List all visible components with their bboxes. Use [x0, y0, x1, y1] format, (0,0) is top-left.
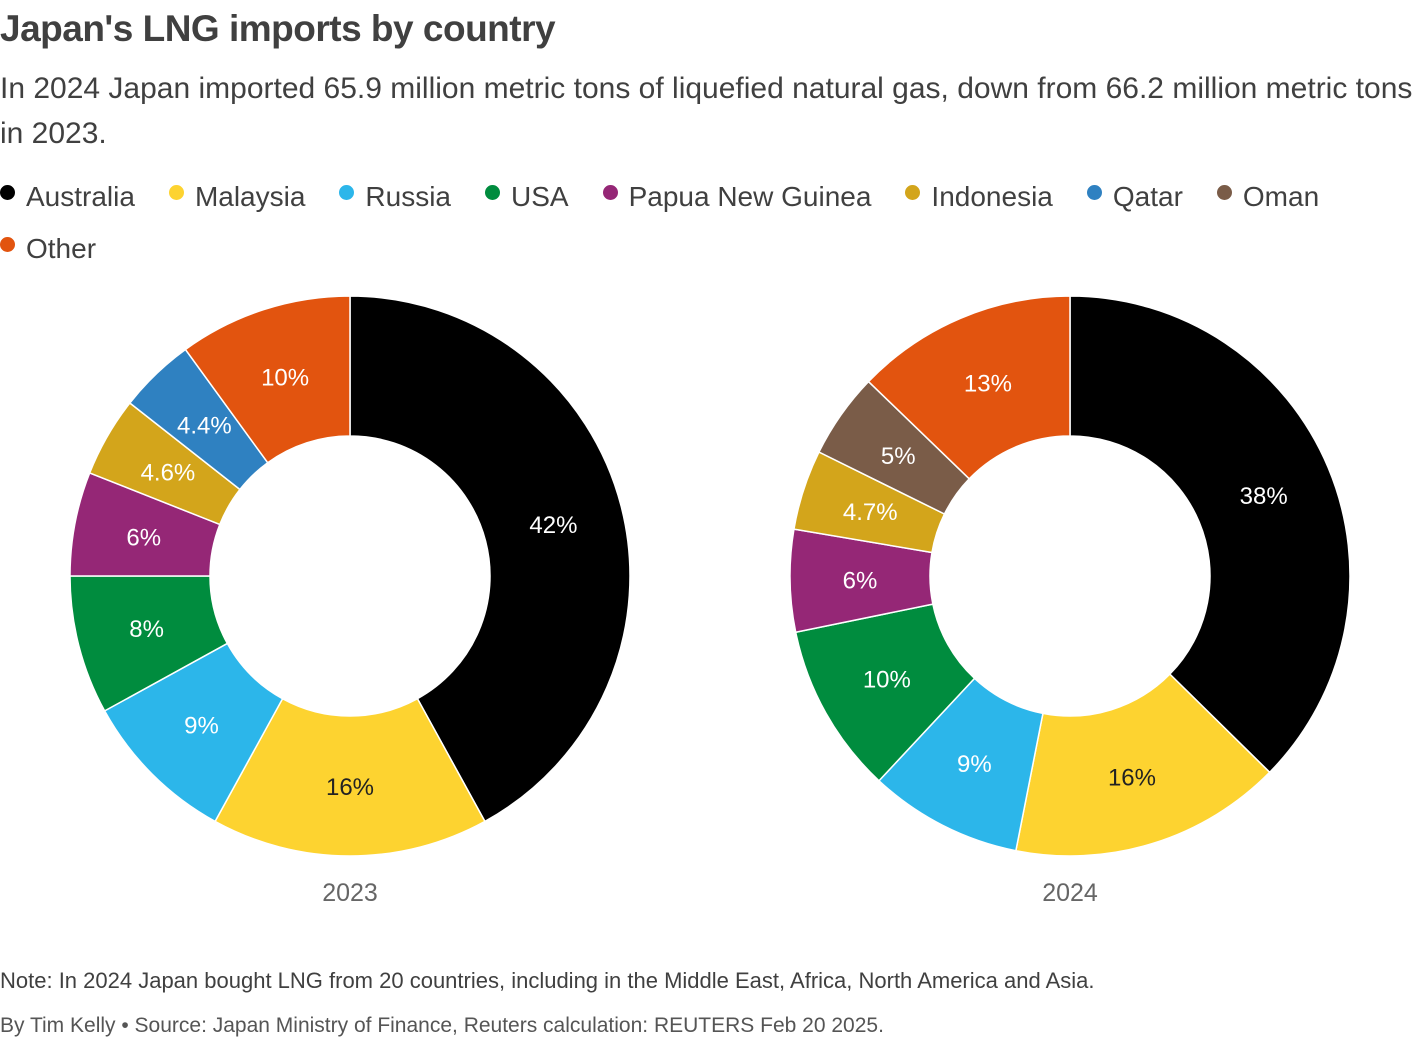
legend-item-russia: Russia: [339, 178, 451, 216]
donut-2023: 42% 16% 9% 8% 6% 4.6% 4.4% 10% 2023: [69, 295, 631, 907]
legend-label: Australia: [26, 181, 135, 212]
chart-year-label: 2023: [322, 879, 378, 907]
legend-label: Other: [26, 233, 97, 264]
legend-item-other: Other: [0, 230, 96, 268]
legend-label: Indonesia: [931, 181, 1053, 212]
data-label: 6%: [843, 568, 878, 595]
data-label: 9%: [184, 712, 219, 739]
chart-subtitle: In 2024 Japan imported 65.9 million metr…: [0, 72, 1413, 150]
legend: Australia Malaysia Russia USA Papua New Guin…: [0, 178, 1400, 268]
data-label: 6%: [126, 525, 161, 552]
slice-other: [184, 295, 351, 464]
data-label: 16%: [326, 774, 374, 801]
legend-label: Malaysia: [194, 181, 306, 212]
legend-swatch: [339, 184, 355, 200]
chart-title: Japan's LNG imports by country: [0, 8, 556, 49]
legend-item-malaysia: Malaysia: [168, 178, 306, 216]
data-label: 4.7%: [843, 499, 898, 526]
donut-2024: 38% 16% 9% 10% 6% 4.7% 5% 13% 2024: [789, 295, 1351, 907]
data-label: 13%: [964, 371, 1012, 398]
data-label: 16%: [1108, 765, 1156, 792]
data-label: 8%: [129, 616, 164, 643]
legend-item-oman: Oman: [1216, 178, 1320, 216]
slice-australia: [349, 295, 631, 823]
legend-swatch: [602, 184, 618, 200]
legend-label: Papua New Guinea: [628, 181, 872, 212]
legend-item-qatar: Qatar: [1086, 178, 1183, 216]
legend-swatch: [168, 184, 184, 200]
legend-swatch: [485, 184, 501, 200]
legend-swatch: [0, 236, 15, 252]
legend-label: USA: [511, 181, 569, 212]
chart-year-label: 2024: [1042, 879, 1098, 907]
data-label: 38%: [1240, 483, 1288, 510]
data-label: 10%: [863, 667, 911, 694]
legend-item-papua-new-guinea: Papua New Guinea: [602, 178, 872, 216]
legend-swatch: [0, 184, 15, 200]
legend-swatch: [1086, 184, 1102, 200]
footnote: Note: In 2024 Japan bought LNG from 20 c…: [0, 968, 1095, 993]
legend-label: Oman: [1242, 181, 1320, 212]
slice-malaysia: [1014, 673, 1271, 857]
data-label: 9%: [957, 751, 992, 778]
data-label: 4.4%: [177, 413, 232, 440]
legend-item-australia: Australia: [0, 178, 135, 216]
slice-other: [867, 295, 1071, 480]
legend-label: Qatar: [1112, 181, 1183, 212]
slice-malaysia: [214, 697, 486, 857]
legend-swatch: [1216, 184, 1232, 200]
data-label: 4.6%: [141, 459, 196, 486]
data-label: 10%: [261, 364, 309, 391]
legend-label: Russia: [365, 181, 452, 212]
data-label: 5%: [881, 443, 916, 470]
legend-swatch: [905, 184, 921, 200]
slice-australia: [1069, 295, 1351, 774]
byline-source: By Tim Kelly • Source: Japan Ministry of…: [0, 1014, 884, 1037]
data-label: 42%: [529, 512, 577, 539]
legend-item-indonesia: Indonesia: [905, 178, 1053, 216]
legend-item-usa: USA: [485, 178, 569, 216]
